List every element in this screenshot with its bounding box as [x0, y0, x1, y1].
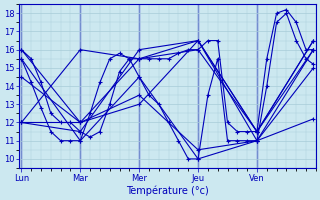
- X-axis label: Température (°c): Température (°c): [126, 185, 209, 196]
